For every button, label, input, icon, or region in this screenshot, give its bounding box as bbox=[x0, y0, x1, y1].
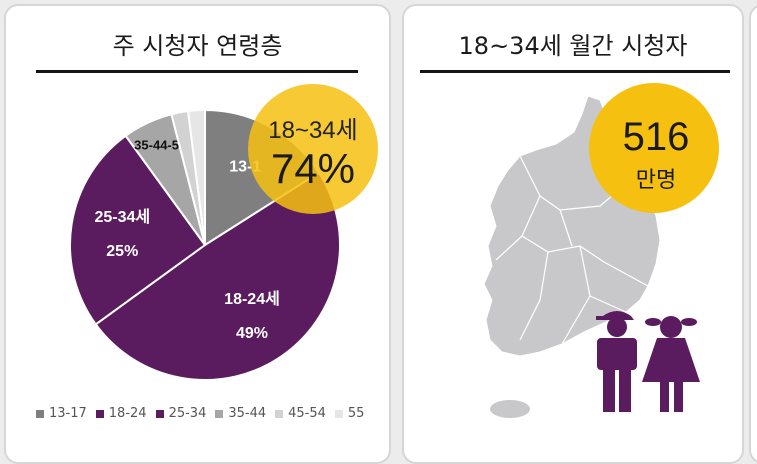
panel-title: 주 시청자 연령층 bbox=[112, 32, 283, 60]
legend-item-13-17: 13-17 bbox=[36, 406, 87, 421]
title-underline bbox=[420, 70, 730, 73]
legend-item-25-34: 25-34 bbox=[155, 406, 207, 421]
slice-label-25-34: 25-34세 bbox=[94, 208, 150, 226]
highlight-age-label: 18~34세 bbox=[268, 117, 358, 144]
legend-item-18-24: 18-24 bbox=[95, 406, 147, 421]
province-borders bbox=[495, 155, 649, 345]
slice-percentage-18-24: 49% bbox=[236, 325, 268, 342]
legend-swatch bbox=[95, 409, 104, 418]
legend-label: 25-34 bbox=[168, 406, 207, 421]
slice-label-18-24: 18-24세 bbox=[224, 290, 280, 308]
viewers-highlight-badge bbox=[589, 83, 719, 213]
pie-slice-18-24 bbox=[94, 171, 341, 381]
legend-item-55: 55 bbox=[334, 406, 365, 421]
highlight-percentage: 74% bbox=[271, 145, 355, 192]
title-underline bbox=[36, 70, 358, 73]
legend-item-45-54: 45-54 bbox=[275, 406, 326, 421]
pie-slice-25-34 bbox=[69, 134, 207, 326]
legend-swatch bbox=[275, 409, 284, 418]
slice-label-35-44: 35-44-55 bbox=[134, 138, 186, 153]
legend-label: 13-17 bbox=[49, 406, 87, 421]
slice-percentage-25-34: 25% bbox=[106, 243, 138, 260]
pie-slice-55 bbox=[186, 108, 206, 246]
legend-label: 55 bbox=[347, 406, 365, 421]
legend-label: 18-24 bbox=[108, 406, 147, 421]
girl-icon bbox=[642, 316, 700, 412]
legend-label: 35-44 bbox=[228, 406, 267, 421]
legend-item-35-44: 35-44 bbox=[215, 406, 266, 421]
legend-swatch bbox=[215, 409, 224, 418]
chart-legend: 13-17 18-24 25-34 35-44 45-54 55 bbox=[36, 406, 364, 421]
age-highlight-badge bbox=[248, 84, 378, 214]
legend-swatch bbox=[36, 409, 44, 418]
viewer-count-unit: 만명 bbox=[636, 167, 676, 192]
jeju-island-shape bbox=[490, 400, 530, 418]
boy-icon bbox=[596, 311, 637, 412]
legend-swatch bbox=[155, 409, 164, 418]
highlight-badges: 18~34세 74% 516 만명 bbox=[248, 83, 719, 214]
viewer-count: 516 bbox=[623, 115, 690, 159]
panel-title: 18~34세 월간 시청자 bbox=[458, 32, 688, 60]
legend-label: 45-54 bbox=[288, 406, 326, 421]
legend-swatch bbox=[334, 409, 343, 418]
